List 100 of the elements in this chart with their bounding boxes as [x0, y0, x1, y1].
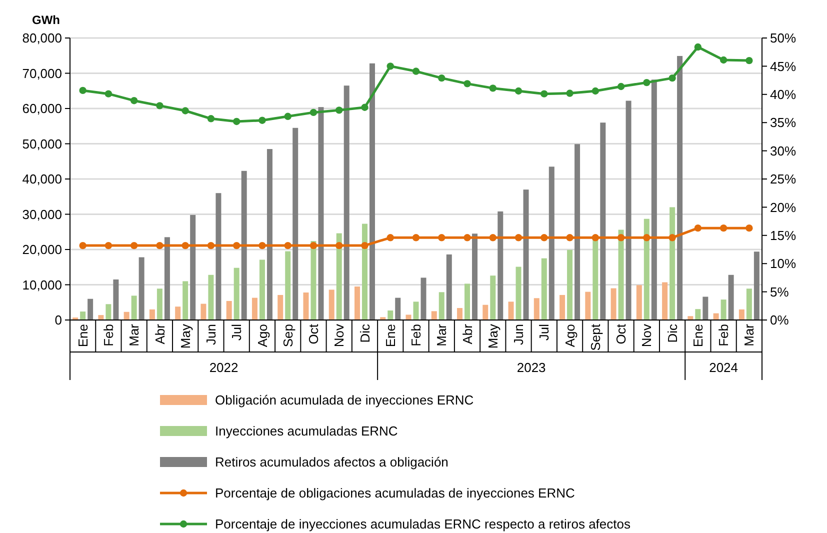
bar [318, 107, 324, 320]
legend-label: Inyecciones acumuladas ERNC [215, 424, 398, 439]
bar [156, 288, 162, 320]
bar [164, 237, 170, 320]
x-tick-label: Dic [357, 324, 372, 343]
point [592, 87, 600, 95]
x-tick-label: Sept [588, 324, 603, 351]
x-tick-label: Ago [254, 324, 270, 348]
y-axis-title: GWh [32, 13, 60, 27]
x-tick-label: Jun [511, 324, 526, 345]
text: 2023 [516, 360, 546, 375]
x-tick-label: Ene [382, 324, 398, 348]
bar [560, 294, 566, 320]
y2-tick-label: 25% [770, 172, 796, 187]
legend-label: Retiros acumulados afectos a obligación [215, 454, 448, 470]
bar [523, 190, 529, 320]
point [207, 115, 215, 122]
y2-tick-label: 40% [770, 86, 796, 102]
bar [138, 257, 144, 320]
point [104, 90, 112, 98]
bar [431, 311, 437, 320]
x-tick-label: Mar [434, 323, 450, 346]
x-tick-label: May [485, 324, 500, 349]
point [412, 68, 420, 75]
point [310, 108, 318, 116]
bar [651, 80, 657, 320]
legend-label: Obligación acumulada de inyecciones ERNC [215, 392, 474, 408]
bar [702, 296, 708, 320]
point [412, 234, 420, 242]
y2-tick-label: 5% [770, 284, 790, 300]
point [617, 82, 625, 90]
point [438, 74, 446, 82]
bar [644, 218, 650, 320]
bar [113, 279, 119, 320]
point [258, 242, 266, 250]
bar [567, 250, 573, 320]
bar [592, 239, 598, 320]
y2-tick-label: 0% [770, 312, 790, 328]
point [130, 97, 138, 104]
x-tick-label: Nov [639, 324, 654, 348]
y2-tick-label: 10% [770, 256, 796, 272]
point [720, 56, 728, 64]
x-tick-label: Jul [229, 324, 244, 341]
y2-tick-label: 15% [770, 228, 796, 243]
x-tick-label: Abr [460, 323, 475, 344]
point [258, 116, 266, 124]
point [514, 234, 522, 242]
bar [472, 234, 478, 320]
point [156, 242, 164, 250]
y2-tick-label: 50% [770, 30, 796, 46]
point [746, 224, 753, 232]
x-tick-label: Ene [690, 324, 706, 348]
x-tick-label: Jun [204, 324, 219, 345]
point [694, 43, 702, 51]
point [130, 242, 138, 250]
y-tick-label: 40,000 [22, 172, 62, 187]
point [284, 112, 292, 120]
bar [413, 302, 419, 320]
x-tick-label: Feb [100, 324, 116, 346]
point [668, 74, 676, 82]
x-tick-label: Ago [562, 324, 578, 348]
bar [585, 292, 591, 320]
point [336, 106, 343, 114]
bar [600, 122, 606, 320]
x-tick-label: Mar [742, 323, 757, 346]
legend-label: Porcentaje de obligaciones acumuladas de inyecciones ERNC [215, 486, 575, 501]
point [668, 234, 676, 242]
bar [626, 100, 632, 320]
bar [516, 266, 522, 320]
point [104, 242, 112, 250]
x-tick-label: Mar [126, 323, 142, 346]
point [566, 234, 574, 242]
point [746, 56, 753, 64]
point [566, 90, 574, 97]
point [592, 234, 600, 242]
y-tick-label: 60,000 [22, 101, 62, 116]
point [540, 234, 548, 242]
y-tick-label: 50,000 [22, 136, 62, 152]
bar [728, 274, 734, 320]
x-tick-label: Jul [536, 324, 552, 341]
text: 2022 [209, 360, 238, 375]
bar [182, 281, 188, 320]
bar [354, 286, 360, 320]
bar [508, 302, 514, 320]
bar [266, 149, 272, 320]
bar [498, 211, 504, 320]
bar [406, 314, 412, 320]
bar [278, 294, 284, 320]
text: 2024 [709, 360, 738, 375]
bar [252, 298, 258, 320]
x-tick-label: Dic [664, 324, 680, 343]
bar [80, 312, 86, 320]
point [361, 104, 368, 111]
bar [395, 298, 401, 320]
point [182, 242, 189, 250]
point [156, 102, 164, 110]
bar [131, 296, 137, 320]
bar [388, 310, 394, 320]
y-tick-label: 70,000 [22, 66, 62, 81]
bar [336, 233, 342, 320]
